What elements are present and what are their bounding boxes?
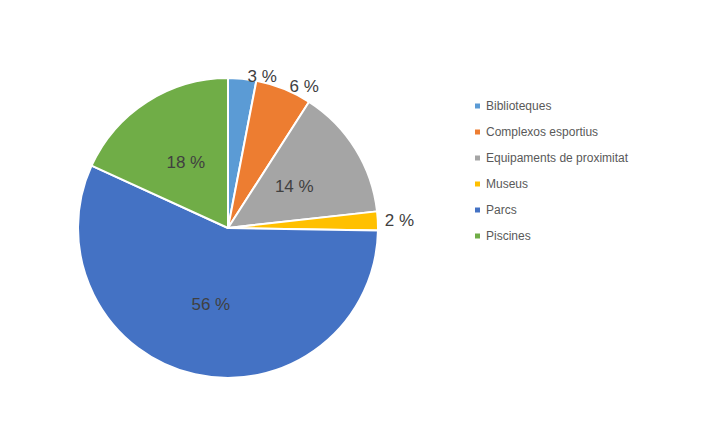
- svg-text:56 %: 56 %: [191, 295, 230, 314]
- svg-text:3 %: 3 %: [247, 67, 276, 86]
- svg-text:Piscines: Piscines: [486, 229, 531, 243]
- svg-text:Complexos esportius: Complexos esportius: [486, 125, 598, 139]
- svg-text:6 %: 6 %: [289, 77, 318, 96]
- svg-text:Biblioteques: Biblioteques: [486, 99, 551, 113]
- svg-text:Parcs: Parcs: [486, 203, 517, 217]
- svg-text:14 %: 14 %: [275, 177, 314, 196]
- svg-text:18 %: 18 %: [166, 153, 205, 172]
- svg-text:Equipaments de proximitat: Equipaments de proximitat: [486, 151, 629, 165]
- svg-text:2 %: 2 %: [385, 211, 414, 230]
- svg-text:Museus: Museus: [486, 177, 528, 191]
